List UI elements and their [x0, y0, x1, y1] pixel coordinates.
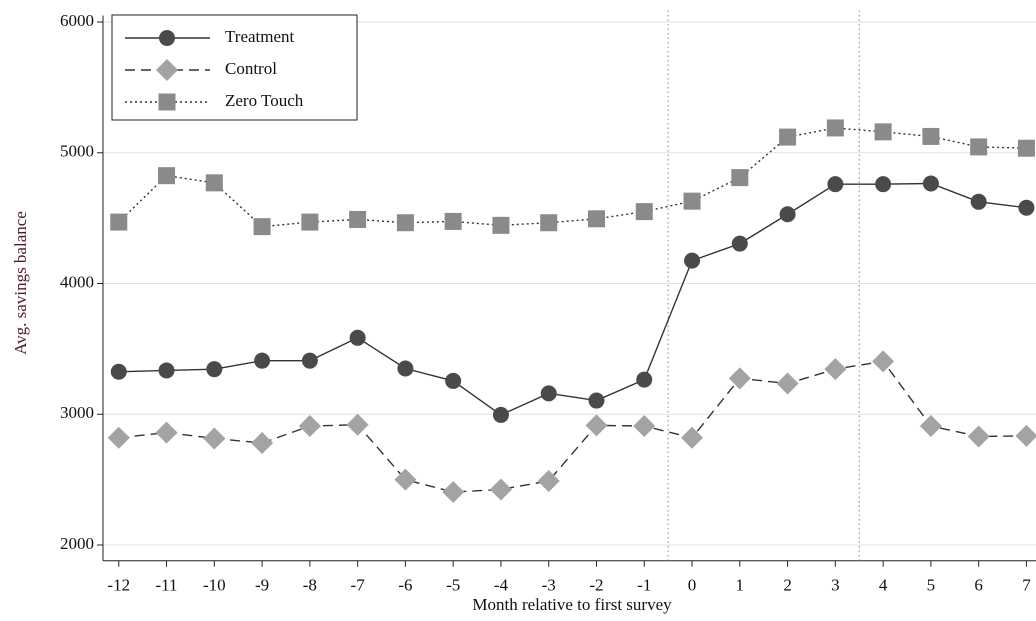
marker [635, 203, 653, 221]
marker [158, 167, 176, 185]
x-tick-label: 5 [927, 576, 936, 595]
marker [922, 127, 940, 145]
marker [874, 123, 892, 141]
marker [489, 478, 512, 501]
y-tick-label: 3000 [60, 403, 94, 422]
y-axis-title: Avg. savings balance [11, 211, 30, 355]
marker [540, 214, 558, 232]
marker [349, 329, 366, 346]
marker [633, 415, 656, 438]
marker [397, 360, 414, 377]
marker [492, 406, 509, 423]
x-tick-label: 0 [688, 576, 697, 595]
marker [1015, 424, 1036, 447]
marker [205, 174, 223, 192]
y-tick-label: 6000 [60, 11, 94, 30]
x-tick-label: -12 [107, 576, 130, 595]
marker [253, 218, 271, 236]
marker [970, 138, 988, 156]
marker [298, 415, 321, 438]
marker [1018, 199, 1035, 216]
marker [779, 128, 797, 146]
marker [728, 367, 751, 390]
marker [967, 425, 990, 448]
marker [970, 193, 987, 210]
marker [110, 363, 127, 380]
x-tick-label: -5 [446, 576, 460, 595]
marker [155, 421, 178, 444]
marker [1017, 139, 1035, 157]
series-line [118, 127, 1027, 228]
marker [587, 210, 605, 228]
legend-marker [158, 93, 176, 111]
legend-box [111, 14, 358, 121]
marker [872, 350, 895, 373]
marker [492, 216, 510, 234]
marker [442, 481, 465, 504]
marker [396, 214, 414, 232]
marker [251, 432, 274, 455]
legend-label: Zero Touch [225, 91, 304, 110]
x-tick-label: -11 [156, 576, 178, 595]
y-tick-label: 4000 [60, 272, 94, 291]
marker [684, 252, 701, 269]
marker [779, 206, 796, 223]
x-tick-label: 7 [1022, 576, 1031, 595]
x-tick-label: -2 [589, 576, 603, 595]
x-tick-label: -6 [398, 576, 412, 595]
marker [683, 192, 701, 210]
marker [922, 175, 939, 192]
x-tick-label: -8 [303, 576, 317, 595]
marker [827, 176, 844, 193]
x-tick-label: -9 [255, 576, 269, 595]
legend-label: Control [225, 59, 277, 78]
x-tick-label: 2 [783, 576, 792, 595]
marker [206, 361, 223, 378]
marker [540, 385, 557, 402]
x-tick-label: -7 [351, 576, 366, 595]
marker [301, 213, 319, 231]
series-line [118, 360, 1027, 493]
marker [394, 468, 417, 491]
x-tick-label: 6 [974, 576, 983, 595]
marker [636, 371, 653, 388]
x-tick-label: -10 [203, 576, 226, 595]
x-axis-title: Month relative to first survey [472, 595, 672, 614]
marker [301, 352, 318, 369]
legend-label: Treatment [225, 27, 295, 46]
marker [349, 210, 367, 228]
x-tick-label: 1 [736, 576, 745, 595]
marker [875, 176, 892, 193]
marker [158, 362, 175, 379]
marker [824, 358, 847, 381]
marker [731, 235, 748, 252]
x-tick-label: 4 [879, 576, 888, 595]
marker [588, 392, 605, 409]
marker [203, 427, 226, 450]
marker [585, 414, 608, 437]
marker [107, 426, 130, 449]
y-tick-label: 5000 [60, 142, 94, 161]
marker [681, 426, 704, 449]
legend-marker [156, 59, 178, 81]
marker [444, 212, 462, 230]
legend-marker [159, 30, 175, 46]
marker [919, 415, 942, 438]
marker [110, 213, 128, 231]
marker [445, 372, 462, 389]
marker [826, 119, 844, 137]
x-tick-label: 3 [831, 576, 840, 595]
marker [346, 413, 369, 436]
x-tick-label: -3 [542, 576, 556, 595]
marker [254, 352, 271, 369]
marker [776, 372, 799, 395]
y-tick-label: 2000 [60, 534, 94, 553]
legend: Treatment Control Zero Touch [111, 14, 358, 121]
x-tick-label: -1 [637, 576, 651, 595]
x-tick-label: -4 [494, 576, 509, 595]
marker [731, 169, 749, 187]
marker [537, 469, 560, 492]
